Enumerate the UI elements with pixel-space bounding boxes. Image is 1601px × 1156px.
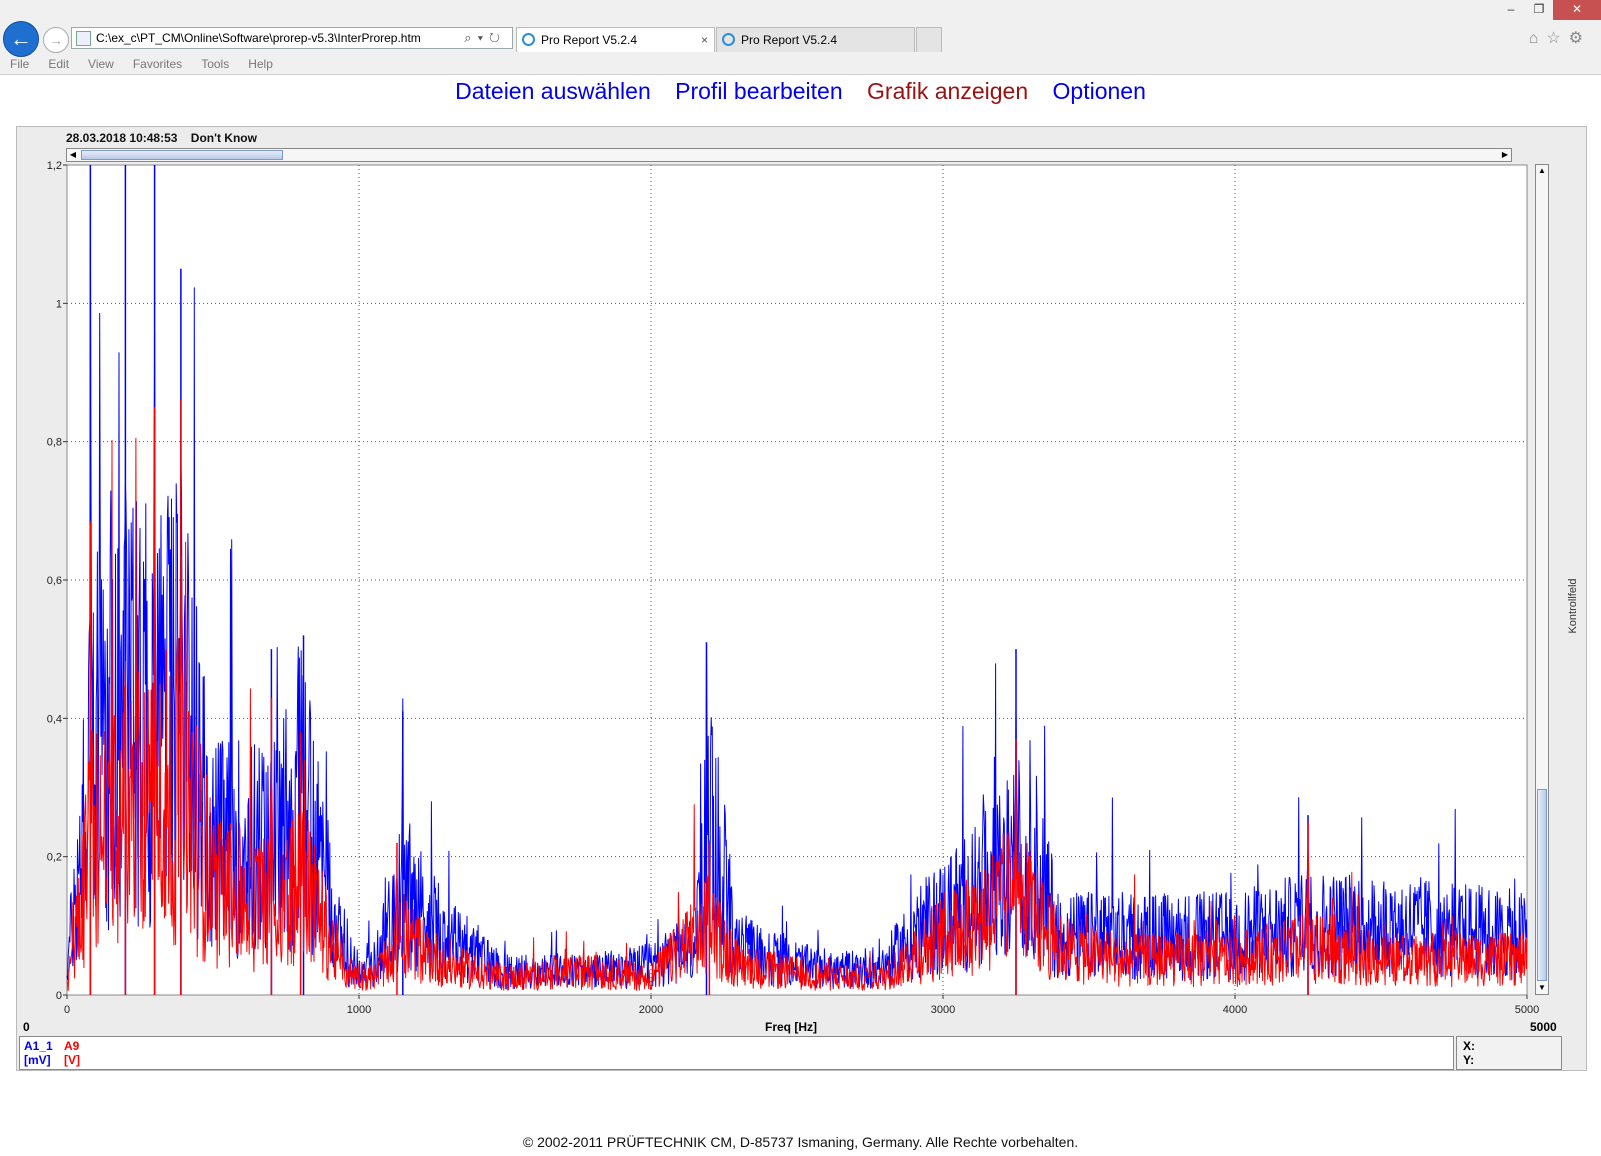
close-tab-icon[interactable]: ×: [700, 33, 708, 47]
horizontal-zoom-scrollbar[interactable]: ◀ ▶: [66, 148, 1512, 162]
y-tick-label: 0,2: [47, 852, 62, 864]
restore-icon[interactable]: ❐: [1533, 2, 1545, 16]
scroll-left-icon[interactable]: ◀: [69, 150, 77, 159]
close-window-icon[interactable]: ✕: [1553, 0, 1601, 20]
x-range-min: 0: [23, 1020, 30, 1034]
menu-favorites[interactable]: Favorites: [132, 57, 183, 71]
back-arrow-icon[interactable]: ←: [3, 21, 39, 57]
y-tick-label: 1: [56, 298, 62, 310]
cursor-readout: X: Y:: [1456, 1036, 1562, 1070]
menu-bar: File Edit View Favorites Tools Help: [10, 57, 292, 71]
x-tick-label: 3000: [931, 1004, 955, 1016]
ie-logo-icon: [522, 33, 535, 46]
scroll-thumb[interactable]: [81, 150, 283, 160]
chart-timestamp: 28.03.2018 10:48:53: [66, 131, 178, 145]
menu-help[interactable]: Help: [248, 57, 273, 71]
gear-icon[interactable]: ⚙: [1568, 30, 1591, 47]
x-tick-label: 4000: [1223, 1004, 1247, 1016]
y-tick-label: 0,6: [47, 575, 62, 587]
footer-copyright: © 2002-2011 PRÜFTECHNIK CM, D-85737 Isma…: [522, 1134, 1079, 1150]
scroll-right-icon[interactable]: ▶: [1501, 150, 1509, 159]
minimize-icon[interactable]: –: [1507, 2, 1515, 16]
y-tick-label: 0,4: [47, 713, 62, 725]
chart-header: 28.03.2018 10:48:53 Don't Know: [66, 131, 257, 145]
star-icon[interactable]: ☆: [1546, 30, 1569, 47]
legend-series-a9-name: A9: [64, 1039, 80, 1053]
browser-tab-active[interactable]: Pro Report V5.2.4 ×: [516, 27, 715, 52]
y-tick-label: 1,2: [47, 160, 62, 172]
series-line-a9: [66, 424, 1528, 991]
address-url[interactable]: C:\ex_c\PT_CM\Online\Software\prorep-v5.…: [96, 31, 421, 45]
home-icon[interactable]: ⌂: [1528, 30, 1547, 47]
ie-logo-icon: [722, 33, 735, 46]
x-range-max: 5000: [1530, 1020, 1557, 1034]
browser-tab[interactable]: Pro Report V5.2.4: [716, 27, 915, 52]
tab-label: Pro Report V5.2.4: [541, 33, 638, 47]
new-tab-button[interactable]: [916, 27, 942, 52]
scroll-down-icon[interactable]: ▼: [1538, 983, 1546, 992]
nav-profil-bearbeiten[interactable]: Profil bearbeiten: [675, 78, 843, 104]
address-bar[interactable]: C:\ex_c\PT_CM\Online\Software\prorep-v5.…: [71, 27, 513, 49]
readout-y-label: Y:: [1463, 1053, 1475, 1067]
x-tick-label: 5000: [1515, 1004, 1539, 1016]
chart-header-label: Don't Know: [190, 131, 257, 145]
page-favicon-icon: [76, 31, 91, 46]
window-controls: – ❐ ✕: [1497, 0, 1601, 20]
menu-tools[interactable]: Tools: [201, 57, 230, 71]
nav-grafik-anzeigen[interactable]: Grafik anzeigen: [867, 78, 1029, 104]
y-tick-label: 0: [56, 990, 62, 1002]
legend-series-a1-unit: [mV]: [24, 1053, 51, 1067]
x-tick-label: 1000: [347, 1004, 371, 1016]
series-line-a1-1: [66, 211, 1528, 990]
vertical-zoom-scrollbar[interactable]: ▲ ▼: [1535, 164, 1549, 995]
nav-optionen[interactable]: Optionen: [1052, 78, 1146, 104]
readout-x-label: X:: [1463, 1039, 1475, 1053]
toolbar-icons: ⌂☆⚙: [1529, 28, 1591, 48]
menu-file[interactable]: File: [10, 57, 30, 71]
legend-series-a9-unit: [V]: [64, 1053, 80, 1067]
menu-edit[interactable]: Edit: [48, 57, 70, 71]
y-tick-label: 0,8: [47, 437, 62, 449]
legend-series-a1-name: A1_1: [24, 1039, 53, 1053]
forward-arrow-icon[interactable]: →: [43, 27, 69, 53]
page-nav: Dateien auswählen Profil bearbeiten Graf…: [0, 78, 1601, 105]
menu-view[interactable]: View: [88, 57, 114, 71]
x-axis-title: Freq [Hz]: [765, 1020, 817, 1034]
tab-label: Pro Report V5.2.4: [741, 33, 838, 47]
legend-panel: A1_1 [mV] A9 [V]: [19, 1036, 1454, 1070]
x-tick-label: 2000: [639, 1004, 663, 1016]
x-tick-label: 0: [64, 1004, 70, 1016]
scroll-thumb[interactable]: [1537, 789, 1547, 981]
scroll-up-icon[interactable]: ▲: [1538, 166, 1546, 175]
search-refresh-icons[interactable]: ⌕▾↻: [464, 30, 506, 45]
browser-chrome: ← → C:\ex_c\PT_CM\Online\Software\prorep…: [0, 0, 1601, 75]
nav-dateien-auswaehlen[interactable]: Dateien auswählen: [455, 78, 651, 104]
